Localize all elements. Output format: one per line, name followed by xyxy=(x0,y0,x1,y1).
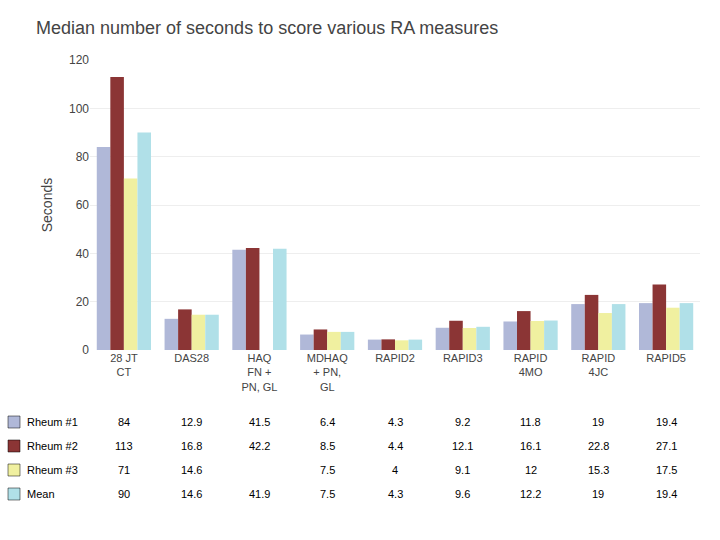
svg-text:Rheum #1: Rheum #1 xyxy=(27,416,78,428)
svg-text:RAPID2: RAPID2 xyxy=(375,352,415,364)
svg-text:4.4: 4.4 xyxy=(388,440,403,452)
svg-text:0: 0 xyxy=(82,343,89,357)
svg-text:11.8: 11.8 xyxy=(520,416,541,428)
svg-text:14.6: 14.6 xyxy=(181,464,202,476)
svg-text:12: 12 xyxy=(525,464,537,476)
svg-text:Rheum #3: Rheum #3 xyxy=(27,464,78,476)
svg-text:Seconds: Seconds xyxy=(39,178,55,232)
svg-text:4.3: 4.3 xyxy=(388,488,403,500)
svg-text:6.4: 6.4 xyxy=(320,416,335,428)
svg-text:19.4: 19.4 xyxy=(656,416,677,428)
svg-text:40: 40 xyxy=(76,247,90,261)
svg-text:12.1: 12.1 xyxy=(452,440,473,452)
svg-text:19: 19 xyxy=(592,416,604,428)
svg-text:41.9: 41.9 xyxy=(249,488,270,500)
svg-text:71: 71 xyxy=(118,464,130,476)
svg-text:HAQFN +PN, GL: HAQFN +PN, GL xyxy=(241,352,277,393)
svg-text:14.6: 14.6 xyxy=(181,488,202,500)
svg-text:90: 90 xyxy=(118,488,130,500)
svg-text:80: 80 xyxy=(76,150,90,164)
svg-text:28 JTCT: 28 JTCT xyxy=(110,352,138,378)
svg-text:Median number of seconds to sc: Median number of seconds to score variou… xyxy=(36,18,498,38)
svg-text:12.2: 12.2 xyxy=(520,488,541,500)
svg-text:60: 60 xyxy=(76,198,90,212)
svg-text:120: 120 xyxy=(69,53,89,67)
svg-text:RAPID4JC: RAPID4JC xyxy=(582,352,616,378)
svg-text:20: 20 xyxy=(76,295,90,309)
svg-text:9.2: 9.2 xyxy=(455,416,470,428)
svg-text:15.3: 15.3 xyxy=(588,464,609,476)
svg-text:113: 113 xyxy=(115,440,133,452)
svg-text:4: 4 xyxy=(392,464,398,476)
svg-text:84: 84 xyxy=(118,416,130,428)
svg-text:42.2: 42.2 xyxy=(249,440,270,452)
svg-text:Mean: Mean xyxy=(27,488,55,500)
svg-text:9.6: 9.6 xyxy=(455,488,470,500)
svg-text:8.5: 8.5 xyxy=(320,440,335,452)
svg-text:100: 100 xyxy=(69,102,89,116)
svg-text:27.1: 27.1 xyxy=(656,440,677,452)
svg-text:9.1: 9.1 xyxy=(455,464,470,476)
svg-text:16.1: 16.1 xyxy=(520,440,541,452)
svg-text:RAPID5: RAPID5 xyxy=(646,352,686,364)
svg-text:19.4: 19.4 xyxy=(656,488,677,500)
svg-text:4.3: 4.3 xyxy=(388,416,403,428)
svg-text:RAPID3: RAPID3 xyxy=(443,352,483,364)
svg-text:12.9: 12.9 xyxy=(181,416,202,428)
svg-text:RAPID4MO: RAPID4MO xyxy=(514,352,548,378)
svg-text:16.8: 16.8 xyxy=(181,440,202,452)
svg-text:7.5: 7.5 xyxy=(320,464,335,476)
svg-text:41.5: 41.5 xyxy=(249,416,270,428)
svg-text:MDHAQ+ PN,GL: MDHAQ+ PN,GL xyxy=(307,352,348,393)
svg-text:19: 19 xyxy=(592,488,604,500)
svg-text:22.8: 22.8 xyxy=(588,440,609,452)
svg-text:Rheum #2: Rheum #2 xyxy=(27,440,78,452)
svg-text:17.5: 17.5 xyxy=(656,464,677,476)
svg-text:DAS28: DAS28 xyxy=(174,352,209,364)
svg-text:7.5: 7.5 xyxy=(320,488,335,500)
